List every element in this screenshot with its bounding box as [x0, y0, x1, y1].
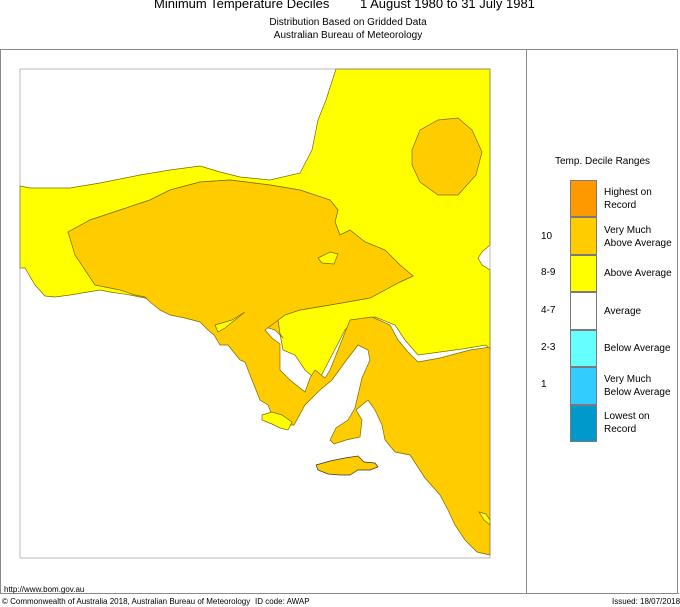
- legend-range-1: 1: [541, 379, 547, 390]
- id-code-text: ID code: AWAP: [255, 597, 310, 606]
- legend-label-very-much-above: Very Much Above Average: [604, 225, 672, 249]
- frame-bottom-border: [0, 593, 679, 594]
- region-above-average-eyre-tip: [261, 411, 293, 431]
- legend-swatch-below: [570, 330, 597, 367]
- legend-label-below: Below Average: [604, 343, 671, 354]
- legend-range-2-3: 2-3: [541, 342, 556, 353]
- legend-swatch-above: [570, 255, 597, 292]
- legend-swatch-highest: [570, 180, 597, 217]
- period-text: 1 August 1980 to 31 July 1981: [360, 0, 535, 11]
- bom-url-link[interactable]: http://www.bom.gov.au: [4, 585, 85, 594]
- figure-frame: [0, 49, 678, 594]
- legend-title: Temp. Decile Ranges: [555, 156, 651, 167]
- kangaroo-island: [315, 455, 379, 476]
- issued-date-text: Issued: 18/07/2018: [612, 597, 680, 606]
- legend-swatch-average: [570, 292, 597, 330]
- legend-label-very-much-below: Very Much Below Average: [604, 374, 671, 398]
- legend-range-4-7: 4-7: [541, 305, 556, 316]
- legend-label-above: Above Average: [604, 268, 672, 279]
- legend-label-average: Average: [604, 306, 642, 317]
- region-above-average-patch: [317, 251, 339, 265]
- region-very-much-above-main: [67, 179, 491, 556]
- legend-divider: [526, 49, 527, 594]
- region-very-much-above-ne: [411, 117, 483, 196]
- subtitle-distribution: Distribution Based on Gridded Data: [269, 17, 427, 28]
- legend-swatch-very-much-below: [570, 367, 597, 405]
- title-text: Minimum Temperature Deciles: [154, 0, 330, 11]
- subtitle-bureau: Australian Bureau of Meteorology: [273, 30, 423, 41]
- legend-label-highest: Highest on Record: [604, 187, 652, 211]
- legend-swatch-lowest: [570, 405, 597, 442]
- legend-swatch-very-much-above: [570, 217, 597, 255]
- legend-range-8-9: 8-9: [541, 267, 556, 278]
- region-above-average-coast: [214, 311, 246, 333]
- copyright-text: © Commonwealth of Australia 2018, Austra…: [2, 597, 251, 606]
- legend-range-10: 10: [541, 231, 553, 242]
- legend-label-lowest: Lowest on Record: [604, 411, 650, 435]
